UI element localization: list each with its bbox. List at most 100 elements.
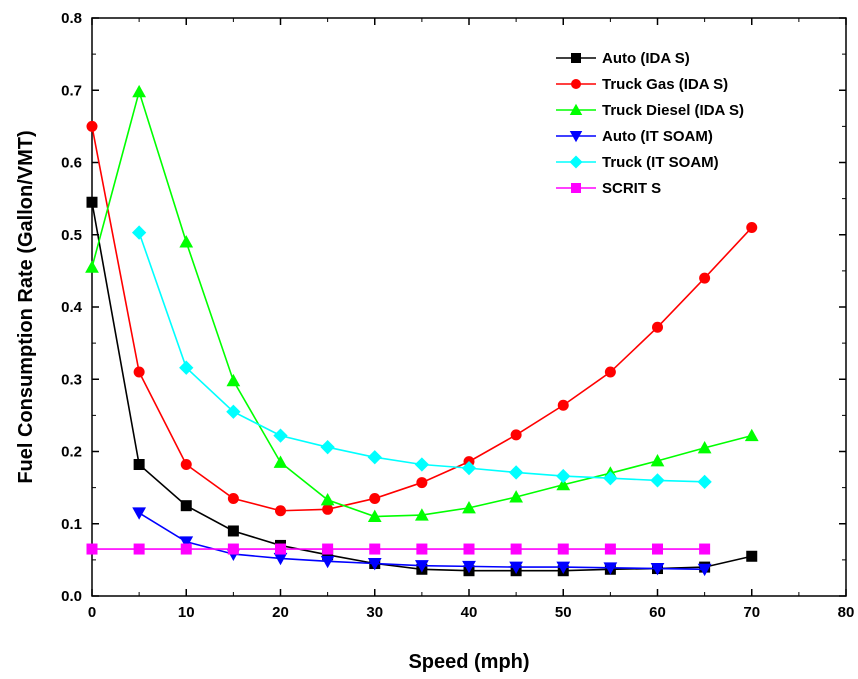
plot-axes: 0 10 20 30 40 50 60 70 80 0.0 0.1 0.2 0.3 0.4 0.5 0.6 0.… <box>61 10 854 621</box>
data-point <box>509 490 523 503</box>
y-tick-label: 0.1 <box>61 516 82 533</box>
legend-marker <box>571 79 581 89</box>
data-point <box>322 543 334 555</box>
data-point <box>86 196 98 208</box>
legend-item: Truck (IT SOAM) <box>556 154 719 171</box>
y-tick-label: 0.6 <box>61 155 82 172</box>
data-point <box>367 557 382 571</box>
data-point <box>697 441 712 454</box>
y-tick-label: 0.5 <box>61 227 82 244</box>
data-point <box>86 120 98 132</box>
series-5 <box>131 225 712 489</box>
legend-marker <box>569 103 583 115</box>
y-tick-label: 0.4 <box>61 299 83 316</box>
data-point <box>179 536 194 549</box>
data-point <box>133 459 145 471</box>
data-point <box>227 525 239 537</box>
legend-marker <box>569 131 583 143</box>
data-point <box>320 555 335 569</box>
x-axis-title: Speed (mph) <box>408 651 529 673</box>
y-axis-title: Fuel Consumption Rate (Gallon/VMT) <box>15 130 37 483</box>
legend-marker <box>571 183 581 193</box>
data-point <box>227 492 239 504</box>
data-point <box>556 561 571 574</box>
legend-label: Auto (IDA S) <box>602 50 690 67</box>
x-tick-label: 10 <box>178 604 195 621</box>
data-point <box>179 235 194 248</box>
data-point <box>557 399 569 411</box>
data-point <box>462 500 476 514</box>
legend-item: SCRIT S <box>556 180 661 197</box>
data-point <box>699 272 711 284</box>
data-point <box>416 543 428 555</box>
data-point <box>697 474 712 489</box>
data-point <box>415 508 429 521</box>
data-point <box>604 366 616 378</box>
data-point <box>322 503 334 515</box>
data-point <box>369 492 381 504</box>
data-point <box>226 373 241 387</box>
data-point <box>510 543 522 555</box>
data-point <box>510 429 522 441</box>
x-tick-label: 70 <box>743 604 760 621</box>
data-point <box>322 549 334 561</box>
series-layer <box>85 84 759 577</box>
data-point <box>556 477 571 491</box>
legend-label: SCRIT S <box>602 180 661 197</box>
data-point <box>180 543 192 555</box>
data-point <box>131 225 147 240</box>
data-point <box>133 543 145 555</box>
data-point <box>132 507 146 520</box>
legend-marker <box>569 155 583 169</box>
data-point <box>275 543 286 555</box>
data-point <box>462 560 476 574</box>
legend-item: Truck Gas (IDA S) <box>556 76 728 93</box>
data-point <box>133 366 145 378</box>
series-6 <box>86 543 711 555</box>
series-3 <box>85 84 759 523</box>
legend-item: Truck Diesel (IDA S) <box>556 102 744 119</box>
data-point <box>461 460 477 476</box>
legend-label: Truck (IT SOAM) <box>602 154 719 171</box>
legend-item: Auto (IT SOAM) <box>556 128 713 145</box>
x-tick-label: 50 <box>555 604 572 621</box>
data-point <box>273 455 288 468</box>
y-tick-label: 0.2 <box>61 444 82 461</box>
data-point <box>650 454 665 467</box>
legend-marker <box>571 53 581 63</box>
data-point <box>557 543 569 555</box>
data-point <box>226 404 241 419</box>
series-line <box>138 232 705 483</box>
data-point <box>367 450 382 465</box>
data-point <box>508 465 524 480</box>
x-tick-label: 20 <box>272 604 289 621</box>
data-point <box>650 563 665 576</box>
data-point <box>415 560 429 573</box>
data-point <box>652 543 663 555</box>
data-point <box>320 493 335 506</box>
data-point <box>699 543 711 555</box>
legend-item: Auto (IDA S) <box>556 50 690 67</box>
data-point <box>744 428 759 442</box>
data-point <box>746 222 758 234</box>
y-tick-label: 0.3 <box>61 371 82 388</box>
data-point <box>227 543 239 555</box>
legend: Auto (IDA S) Truck Gas (IDA S) Truck Diese… <box>556 50 744 197</box>
legend-label: Truck Gas (IDA S) <box>602 76 728 93</box>
data-point <box>556 468 571 484</box>
data-point <box>85 260 99 273</box>
legend-label: Auto (IT SOAM) <box>602 128 713 145</box>
data-point <box>180 500 192 512</box>
data-point <box>463 543 475 555</box>
y-tick-label: 0.7 <box>61 82 82 99</box>
x-tick-label: 0 <box>88 604 96 621</box>
data-point <box>603 562 618 575</box>
data-point <box>416 477 428 489</box>
data-point <box>746 550 758 562</box>
data-point <box>369 543 381 555</box>
data-point <box>697 563 712 577</box>
data-point <box>604 543 616 555</box>
data-point <box>652 321 663 333</box>
x-tick-label: 30 <box>366 604 383 621</box>
